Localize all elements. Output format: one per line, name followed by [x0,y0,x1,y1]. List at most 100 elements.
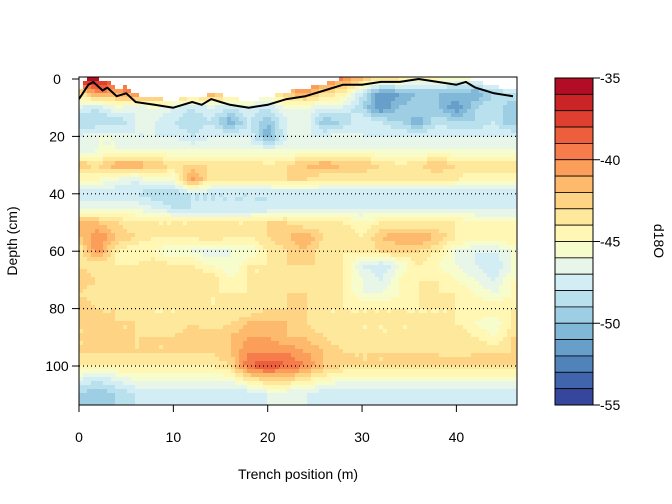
contour-cell [363,249,368,254]
contour-cell [239,149,244,154]
contour-cell [283,161,288,166]
contour-cell [235,221,240,226]
contour-cell [99,225,104,230]
contour-cell [83,149,88,154]
contour-cell [471,125,476,130]
contour-cell [251,97,256,102]
contour-cell [463,153,468,158]
contour-cell [391,129,396,134]
contour-cell [319,153,324,158]
contour-cell [227,85,232,90]
contour-cell [503,113,508,118]
contour-cell [183,197,188,202]
contour-cell [511,213,516,218]
contour-cell [131,89,136,94]
contour-cell [487,137,492,142]
contour-cell [459,185,464,190]
contour-cell [275,81,280,86]
contour-cell [511,121,516,126]
contour-cell [403,129,408,134]
contour-cell [139,225,144,230]
contour-cell [199,225,204,230]
contour-cell [195,189,200,194]
contour-cell [155,245,160,250]
contour-cell [219,197,224,202]
contour-cell [503,157,508,162]
contour-cell [167,97,172,102]
contour-cell [411,149,416,154]
contour-cell [319,233,324,238]
contour-cell [147,249,152,254]
contour-cell [427,221,432,226]
contour-cell [471,121,476,126]
contour-cell [407,137,412,142]
contour-cell [463,181,468,186]
contour-cell [507,209,512,214]
contour-cell [303,165,308,170]
contour-cell [471,137,476,142]
contour-cell [359,157,364,162]
contour-cell [391,121,396,126]
contour-cell [271,121,276,126]
contour-cell [195,229,200,234]
contour-cell [383,81,388,86]
contour-cell [419,173,424,178]
contour-cell [191,181,196,186]
contour-cell [187,197,192,202]
contour-cell [387,101,392,106]
contour-cell [179,105,184,110]
contour-cell [355,93,360,98]
contour-cell [387,169,392,174]
contour-cell [219,253,224,258]
contour-cell [383,129,388,134]
contour-cell [227,177,232,182]
contour-cell [359,169,364,174]
contour-cell [395,145,400,150]
contour-cell [343,225,348,230]
contour-cell [215,105,220,110]
contour-cell [195,209,200,214]
contour-cell [415,193,420,198]
contour-cell [507,133,512,138]
contour-cell [335,125,340,130]
contour-cell [503,129,508,134]
contour-cell [343,121,348,126]
contour-cell [287,177,292,182]
contour-cell [439,237,444,242]
contour-cell [127,85,132,90]
contour-cell [479,145,484,150]
contour-cell [367,157,372,162]
contour-cell [463,145,468,150]
contour-cell [291,205,296,210]
contour-cell [119,121,124,126]
contour-cell [247,213,252,218]
contour-cell [207,93,212,98]
contour-cell [435,85,440,90]
contour-cell [411,201,416,206]
contour-cell [451,165,456,170]
contour-cell [503,193,508,198]
contour-cell [495,225,500,230]
contour-cell [179,177,184,182]
contour-cell [159,193,164,198]
contour-cell [103,157,108,162]
contour-cell [351,105,356,110]
contour-cell [383,217,388,222]
contour-cell [427,225,432,230]
contour-cell [319,117,324,122]
contour-cell [431,225,436,230]
contour-cell [195,161,200,166]
contour-cell [467,105,472,110]
contour-cell [487,249,492,254]
contour-cell [119,241,124,246]
contour-cell [291,233,296,238]
contour-cell [355,121,360,126]
contour-cell [459,129,464,134]
contour-cell [223,257,228,262]
contour-cell [123,249,128,254]
contour-cell [91,225,96,230]
contour-cell [83,93,88,98]
contour-cell [79,201,84,206]
contour-cell [179,161,184,166]
contour-cell [143,189,148,194]
